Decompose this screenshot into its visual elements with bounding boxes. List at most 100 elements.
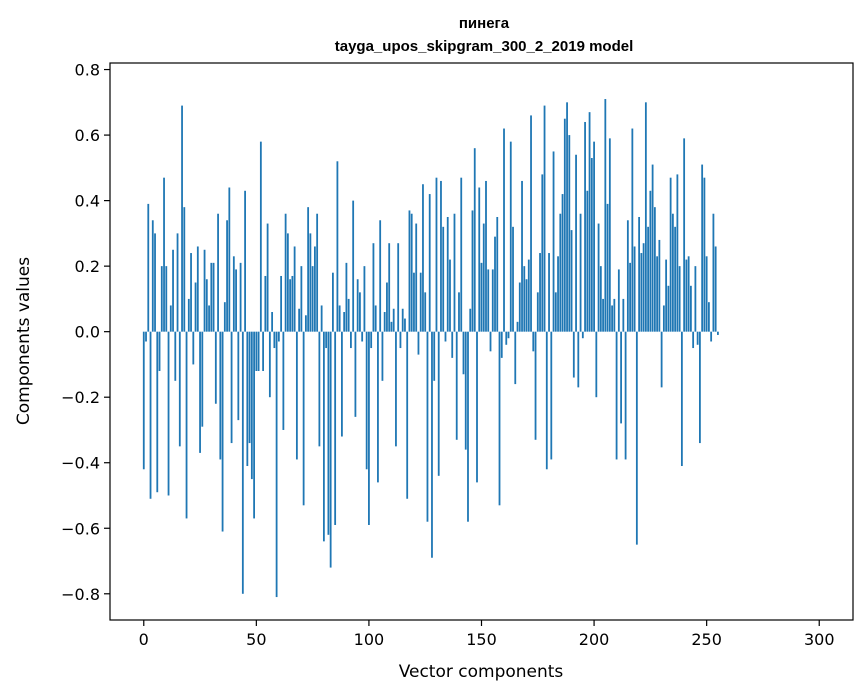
- y-tick-label: 0.4: [75, 192, 100, 211]
- bar: [563, 118, 566, 332]
- bar: [496, 216, 499, 332]
- bar: [644, 102, 647, 332]
- bar: [347, 298, 350, 332]
- bar: [165, 266, 168, 332]
- bar: [374, 305, 377, 332]
- bar: [689, 285, 692, 332]
- bar: [363, 266, 366, 332]
- bar: [482, 223, 485, 332]
- bar: [244, 190, 246, 332]
- bar: [248, 331, 251, 444]
- bar: [309, 233, 312, 332]
- bar: [714, 246, 717, 332]
- bar: [509, 141, 512, 332]
- bar: [167, 331, 170, 496]
- bar: [550, 331, 553, 460]
- bar: [435, 177, 438, 332]
- bar: [151, 220, 154, 332]
- bar: [717, 331, 719, 335]
- bar: [626, 220, 629, 332]
- bar: [354, 331, 357, 417]
- bar: [345, 262, 348, 332]
- bar: [185, 331, 188, 519]
- bar: [196, 246, 199, 332]
- bar: [507, 331, 510, 339]
- bar: [350, 331, 352, 349]
- bar: [667, 285, 670, 332]
- bar: [541, 174, 544, 332]
- bar: [300, 266, 303, 332]
- bar: [199, 331, 201, 453]
- bar: [602, 298, 604, 332]
- x-tick-label: 300: [804, 630, 835, 649]
- bar: [640, 253, 643, 332]
- bar: [172, 249, 174, 332]
- bar: [703, 177, 706, 332]
- bar: [694, 266, 697, 332]
- bar: [280, 275, 283, 332]
- bar: [554, 292, 557, 332]
- bar: [156, 331, 159, 493]
- bar: [203, 249, 206, 332]
- y-tick-label: −0.6: [61, 519, 100, 538]
- bar: [570, 230, 573, 332]
- chart-title: пинега: [459, 15, 510, 32]
- bar: [395, 331, 397, 447]
- bar: [273, 331, 276, 349]
- bar: [658, 239, 661, 332]
- bar: [613, 298, 616, 332]
- x-tick-label: 50: [246, 630, 266, 649]
- bar: [194, 282, 197, 332]
- bar: [487, 269, 490, 332]
- bar: [705, 256, 708, 332]
- bar: [635, 331, 638, 545]
- bar: [489, 331, 492, 352]
- bar: [649, 190, 652, 332]
- bar: [230, 331, 233, 444]
- bar: [699, 331, 701, 444]
- bar: [388, 243, 391, 332]
- bar: [187, 298, 190, 332]
- bar: [534, 331, 537, 440]
- bar: [615, 331, 618, 460]
- bar: [381, 331, 384, 381]
- bar: [154, 233, 156, 332]
- bar: [586, 190, 589, 332]
- bar: [473, 148, 476, 332]
- bar: [451, 331, 454, 358]
- bar: [505, 331, 508, 345]
- bar: [683, 138, 686, 332]
- bar: [428, 194, 431, 332]
- bar: [239, 262, 242, 332]
- bar: [685, 259, 688, 332]
- bar: [543, 105, 546, 332]
- bar: [284, 213, 287, 332]
- bar: [579, 213, 582, 332]
- bar: [291, 275, 294, 332]
- bar: [201, 331, 204, 427]
- bar: [656, 256, 659, 332]
- bar: [282, 331, 285, 430]
- bar: [359, 292, 361, 332]
- y-tick-label: −0.2: [61, 388, 100, 407]
- bar: [424, 292, 427, 332]
- bar: [397, 243, 400, 332]
- bar: [471, 210, 474, 332]
- bar: [638, 216, 641, 332]
- bar: [674, 226, 677, 332]
- bar: [624, 331, 627, 460]
- bar: [383, 312, 386, 332]
- bar: [219, 331, 222, 460]
- bar: [462, 331, 465, 375]
- bar: [525, 279, 528, 332]
- bar: [163, 177, 165, 332]
- x-tick-label: 200: [579, 630, 610, 649]
- bar: [372, 243, 375, 332]
- bar: [651, 164, 654, 332]
- plot-frame: [109, 62, 854, 621]
- bar: [259, 141, 262, 332]
- bar: [530, 115, 532, 332]
- bar: [617, 269, 620, 332]
- bar: [446, 216, 449, 332]
